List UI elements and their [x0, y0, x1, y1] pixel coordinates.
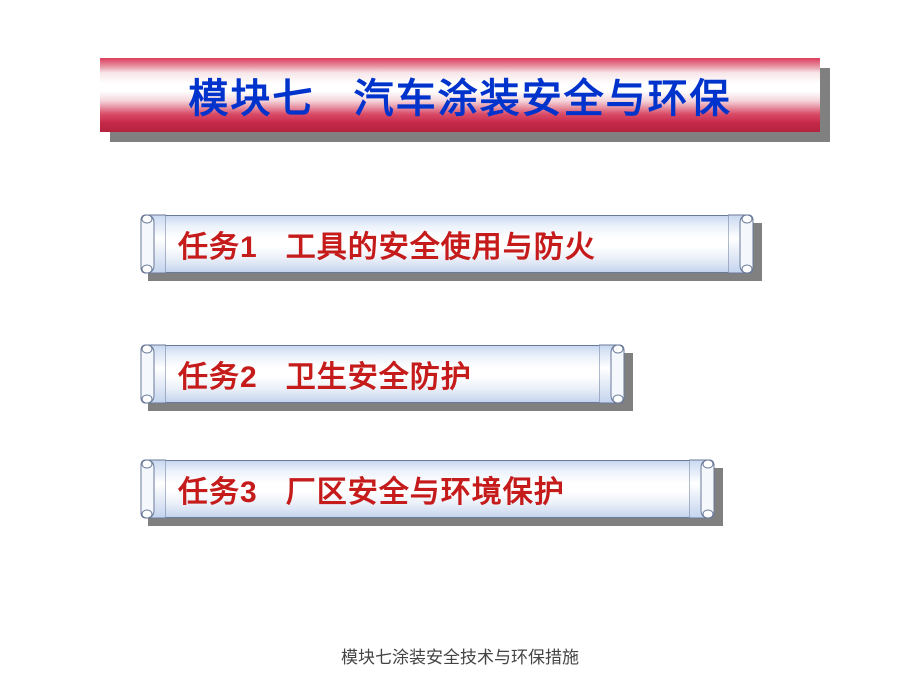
task-body: 任务3 厂区安全与环境保护 [140, 460, 715, 518]
title-text: 模块七 汽车涂装安全与环保 [188, 66, 731, 124]
title-banner: 模块七 汽车涂装安全与环保 [100, 58, 820, 132]
task-text: 任务3 厂区安全与环境保护 [178, 467, 565, 511]
scroll-cap-right-icon [728, 215, 754, 273]
scroll-cap-right-icon [689, 460, 715, 518]
task-text: 任务2 卫生安全防护 [178, 352, 472, 396]
scroll-cap-right-icon [599, 345, 625, 403]
scroll-cap-left-icon [140, 345, 166, 403]
task-body: 任务1 工具的安全使用与防火 [140, 215, 754, 273]
footer-text: 模块七涂装安全技术与环保措施 [0, 643, 920, 668]
task-label-area: 任务3 厂区安全与环境保护 [166, 460, 689, 518]
task-scroll-3: 任务3 厂区安全与环境保护 [140, 460, 715, 518]
title-bar: 模块七 汽车涂装安全与环保 [100, 58, 820, 132]
task-scroll-2: 任务2 卫生安全防护 [140, 345, 625, 403]
scroll-cap-left-icon [140, 215, 166, 273]
scroll-cap-left-icon [140, 460, 166, 518]
task-label-area: 任务2 卫生安全防护 [166, 345, 599, 403]
task-text: 任务1 工具的安全使用与防火 [178, 222, 596, 266]
task-body: 任务2 卫生安全防护 [140, 345, 625, 403]
task-label-area: 任务1 工具的安全使用与防火 [166, 215, 728, 273]
task-scroll-1: 任务1 工具的安全使用与防火 [140, 215, 754, 273]
